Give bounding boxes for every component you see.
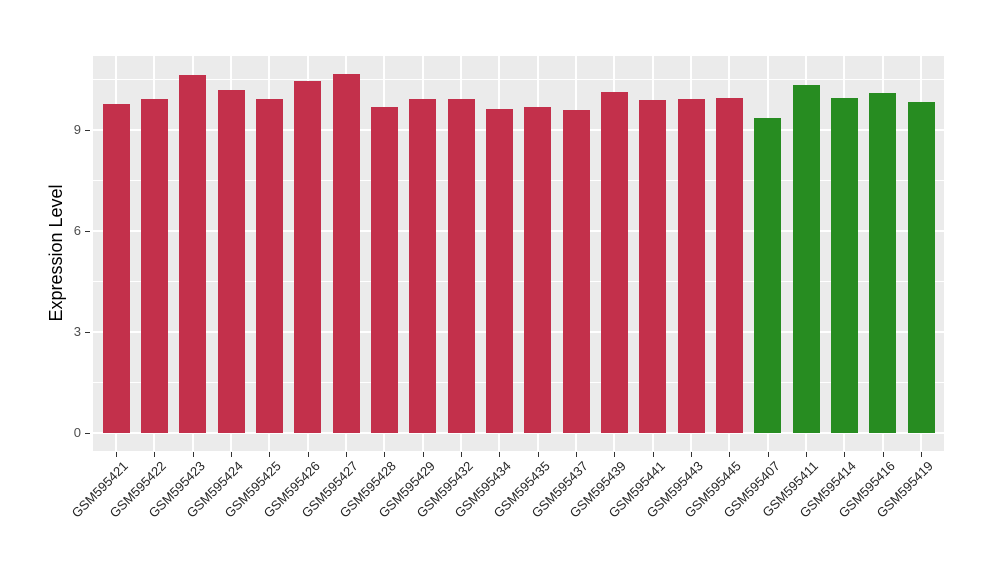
gridline-minor [93,180,944,182]
x-tick-mark [691,452,692,457]
bar-GSM595435 [524,107,552,433]
bar-GSM595424 [217,89,245,433]
y-tick-label: 0 [73,425,81,440]
y-tick-mark [85,433,90,434]
bar-GSM595429 [409,98,437,433]
x-tick-mark [844,452,846,457]
x-tick-mark [882,452,884,457]
gridline-major [93,128,944,131]
x-tick-mark [576,452,577,457]
x-tick-mark [614,452,616,457]
x-tick-mark [806,452,807,457]
y-tick-mark [85,331,90,333]
x-tick-mark [346,452,347,457]
y-tick-label: 6 [73,222,81,238]
x-tick-mark [269,452,271,457]
bar-GSM595428 [370,106,398,433]
bar-GSM595416 [869,92,897,433]
x-tick-mark [231,452,232,457]
bar-GSM595423 [179,75,207,433]
bar-GSM595439 [600,91,628,433]
bar-GSM595422 [140,98,168,433]
gridline-major [93,432,944,434]
gridline-minor [93,79,944,81]
bar-GSM595443 [677,98,705,433]
plot-panel [93,56,944,451]
x-tick-mark [767,452,769,457]
y-axis-title: Expression Level [46,184,66,322]
bar-GSM595437 [562,110,590,433]
bar-GSM595441 [639,100,667,433]
bar-GSM595425 [255,98,283,433]
bar-GSM595421 [102,103,130,433]
bar-GSM595419 [907,102,935,433]
bar-GSM595427 [332,74,360,433]
x-tick-mark [307,452,309,457]
y-tick-mark [85,230,90,232]
y-tick-mark [85,129,90,131]
gridline-minor [93,281,944,283]
x-tick-mark [461,452,462,457]
bar-GSM595407 [754,118,782,433]
x-tick-mark [384,452,386,457]
x-tick-mark [499,452,501,457]
x-tick-mark [192,452,194,457]
x-tick-mark [116,452,117,457]
gridline-major [93,330,944,333]
x-tick-mark [921,452,922,457]
x-tick-mark [537,452,539,457]
gridline-major [93,229,944,232]
bar-GSM595414 [830,97,858,433]
y-tick-label: 9 [73,121,81,137]
bar-GSM595411 [792,84,820,433]
x-tick-mark [652,452,654,457]
bar-GSM595432 [447,98,475,433]
bar-GSM595434 [485,109,513,433]
x-tick-mark [422,452,424,457]
x-tick-mark [154,452,156,457]
bar-GSM595426 [294,80,322,433]
gridline-minor [93,382,944,384]
y-tick-label: 3 [73,323,81,339]
bar-GSM595445 [715,97,743,433]
x-tick-mark [729,452,731,457]
